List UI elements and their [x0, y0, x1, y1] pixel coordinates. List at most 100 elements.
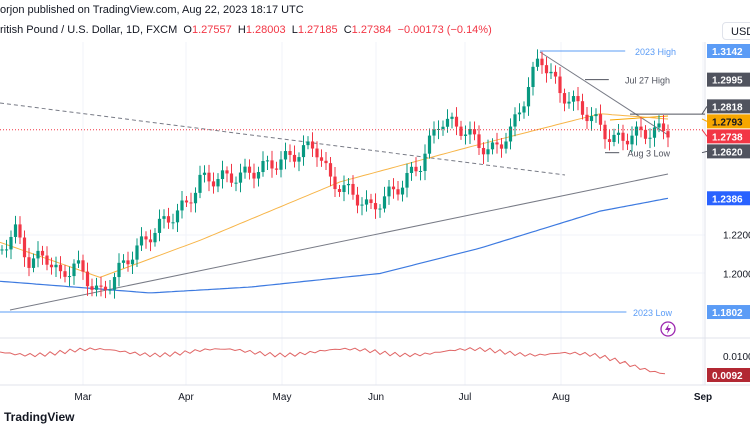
candle-body — [184, 200, 189, 203]
candle-body — [508, 126, 513, 142]
price-axis-badge — [707, 305, 750, 320]
candle-body — [135, 245, 139, 260]
high-value: 1.28003 — [245, 24, 286, 36]
candle-body — [441, 126, 445, 129]
candle-body — [333, 176, 337, 190]
price-axis-badge-text: 1.2386 — [712, 194, 743, 205]
candle-body — [247, 166, 252, 173]
candle-body — [283, 151, 288, 160]
candle-body — [171, 222, 175, 224]
price-axis-badge-text: 1.2738 — [712, 132, 743, 143]
candle-body — [121, 260, 126, 263]
candle-body — [261, 160, 265, 173]
candle-body — [256, 172, 261, 179]
candle-body — [661, 123, 666, 132]
candle-body — [432, 129, 436, 136]
candle-body — [85, 271, 90, 287]
candle-body — [207, 172, 211, 182]
candle-body — [463, 134, 468, 136]
level-label: 2023 High — [635, 47, 676, 57]
symbol-name[interactable]: ritish Pound / U.S. Dollar, 1D, FXCM — [0, 24, 178, 36]
candle-body — [472, 129, 477, 135]
candle-body — [405, 172, 409, 188]
currency-button[interactable]: USD — [722, 22, 750, 40]
level-label: Aug 3 Low — [627, 149, 670, 159]
x-tick-label: May — [273, 392, 292, 403]
descending-trendline — [539, 51, 669, 136]
dashed-trendline — [0, 102, 566, 176]
candle-body — [643, 129, 648, 139]
candle-body — [126, 260, 130, 265]
candle-body — [81, 260, 85, 272]
candle-body — [337, 189, 342, 192]
candle-body — [616, 132, 621, 135]
candle-body — [153, 232, 157, 243]
candle-body — [346, 183, 351, 186]
candle-body — [490, 142, 495, 150]
candle-body — [396, 189, 400, 195]
candle-body — [351, 183, 355, 195]
candle-body — [423, 153, 427, 171]
candle-body — [603, 124, 607, 140]
publisher-line: orjon published on TradingView.com, Aug … — [0, 4, 304, 16]
candle-body — [117, 262, 121, 278]
candle-body — [373, 203, 378, 210]
candle-body — [607, 139, 612, 142]
candle-body — [382, 196, 387, 209]
candle-body — [274, 168, 279, 170]
candle-body — [364, 199, 369, 205]
candle-body — [477, 134, 481, 148]
candle-body — [36, 250, 40, 259]
candle-body — [576, 96, 580, 102]
candle-body — [585, 114, 589, 122]
candle-body — [90, 286, 94, 290]
price-axis-badge — [707, 144, 750, 159]
candle-body — [144, 236, 148, 240]
candle-body — [517, 112, 522, 115]
badge-connector — [701, 106, 708, 115]
candle-body — [589, 116, 594, 122]
candle-body — [54, 264, 58, 268]
price-axis-badge-text: 1.2793 — [712, 117, 743, 128]
candle-body — [612, 134, 616, 142]
candle-body — [58, 264, 63, 272]
candle-body — [310, 141, 315, 149]
candle-body — [148, 239, 153, 243]
candle-body — [202, 172, 207, 175]
candle-body — [652, 127, 657, 138]
candle-body — [211, 181, 216, 187]
candle-body — [319, 157, 324, 161]
open-value: 1.27557 — [191, 24, 232, 36]
candle-body — [180, 200, 184, 211]
candle-body — [130, 259, 135, 265]
candle-body — [666, 131, 670, 138]
high-label: H — [237, 24, 246, 36]
candle-body — [0, 249, 4, 251]
lightning-icon — [660, 321, 676, 337]
candle-body — [265, 160, 270, 162]
candle-body — [558, 76, 562, 94]
candle-body — [189, 202, 193, 204]
candle-body — [531, 66, 535, 88]
badge-connector — [701, 118, 708, 122]
ascending-trendline — [9, 173, 669, 311]
candle-body — [252, 172, 256, 179]
candle-body — [400, 187, 405, 195]
candle-body — [315, 148, 319, 158]
candle-body — [355, 194, 360, 206]
candle-body — [72, 263, 76, 277]
indicator-value-text: 0.0092 — [712, 371, 743, 382]
candle-body — [40, 250, 45, 256]
price-axis-badge — [707, 72, 750, 87]
candle-body — [369, 199, 373, 204]
candle-body — [139, 236, 144, 246]
price-axis-badge — [707, 114, 750, 129]
price-axis-badge-text: 1.2995 — [712, 76, 743, 87]
candle-body — [279, 159, 283, 170]
candle-body — [625, 140, 630, 145]
candle-body — [4, 249, 9, 251]
candle-body — [427, 135, 432, 154]
candle-body — [13, 224, 18, 237]
ma200-line — [0, 197, 669, 294]
